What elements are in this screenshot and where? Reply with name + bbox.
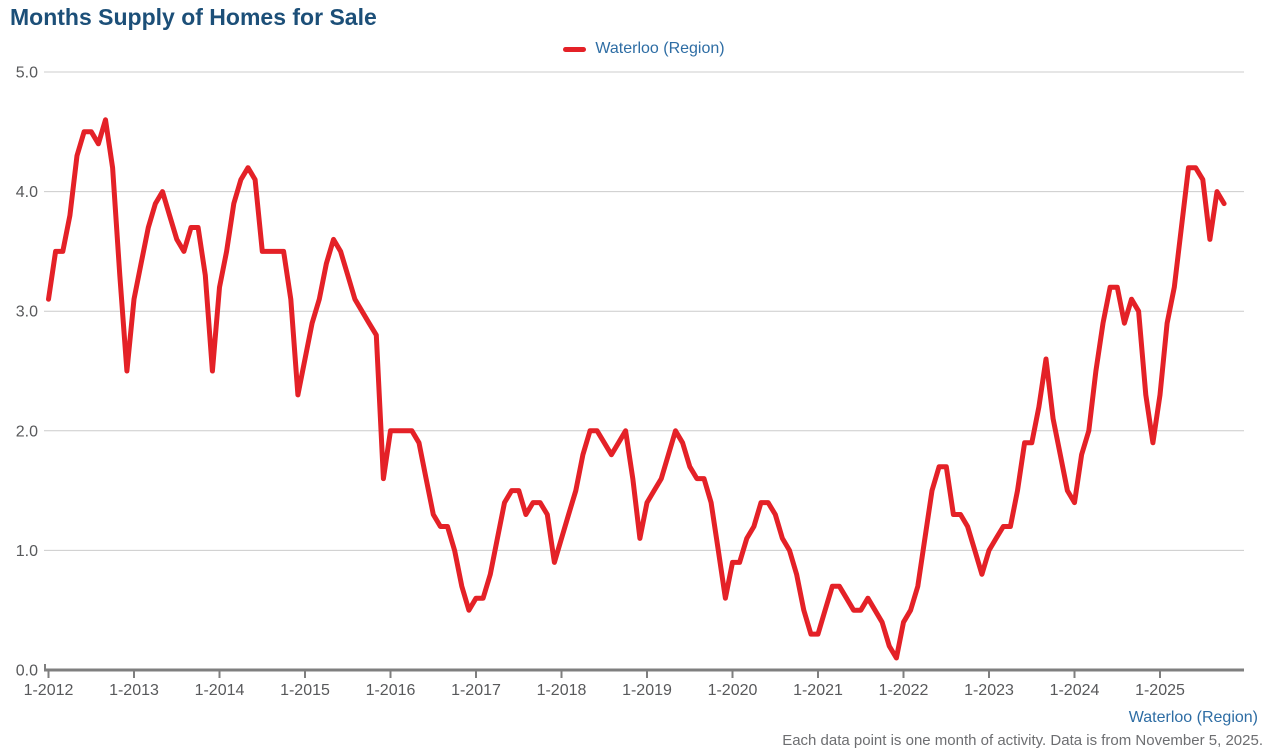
svg-text:5.0: 5.0 (16, 65, 38, 82)
svg-text:1-2025: 1-2025 (1135, 682, 1185, 699)
svg-text:4.0: 4.0 (16, 184, 38, 201)
svg-text:3.0: 3.0 (16, 304, 38, 321)
svg-text:1-2015: 1-2015 (280, 682, 330, 699)
svg-text:1-2022: 1-2022 (879, 682, 929, 699)
svg-text:1-2013: 1-2013 (109, 682, 159, 699)
footer-note: Each data point is one month of activity… (782, 732, 1263, 749)
svg-text:1-2024: 1-2024 (1050, 682, 1100, 699)
page-title: Months Supply of Homes for Sale (10, 4, 377, 30)
svg-text:1-2019: 1-2019 (622, 682, 672, 699)
svg-text:0.0: 0.0 (16, 663, 38, 680)
svg-text:1-2014: 1-2014 (195, 682, 245, 699)
svg-text:1-2018: 1-2018 (537, 682, 587, 699)
svg-text:1-2012: 1-2012 (24, 682, 74, 699)
svg-text:1-2016: 1-2016 (366, 682, 416, 699)
line-chart: 0.0 1.0 2.0 3.0 4.0 5.0 1-2012 1-2013 1-2014 1-20… (16, 65, 1244, 699)
legend-line-swatch (563, 46, 587, 52)
svg-text:2.0: 2.0 (16, 423, 38, 440)
chart-svg: 0.0 1.0 2.0 3.0 4.0 5.0 1-2012 1-2013 1-2014 1-20… (16, 65, 1244, 699)
svg-text:1-2023: 1-2023 (964, 682, 1014, 699)
svg-text:1-2021: 1-2021 (793, 682, 843, 699)
svg-text:1.0: 1.0 (16, 543, 38, 560)
legend-label: Waterloo (Region) (595, 40, 725, 57)
legend[interactable]: Waterloo (Region) (44, 38, 1244, 60)
footer-series-label: Waterloo (Region) (1128, 709, 1258, 726)
svg-text:1-2020: 1-2020 (708, 682, 758, 699)
svg-text:1-2017: 1-2017 (451, 682, 501, 699)
